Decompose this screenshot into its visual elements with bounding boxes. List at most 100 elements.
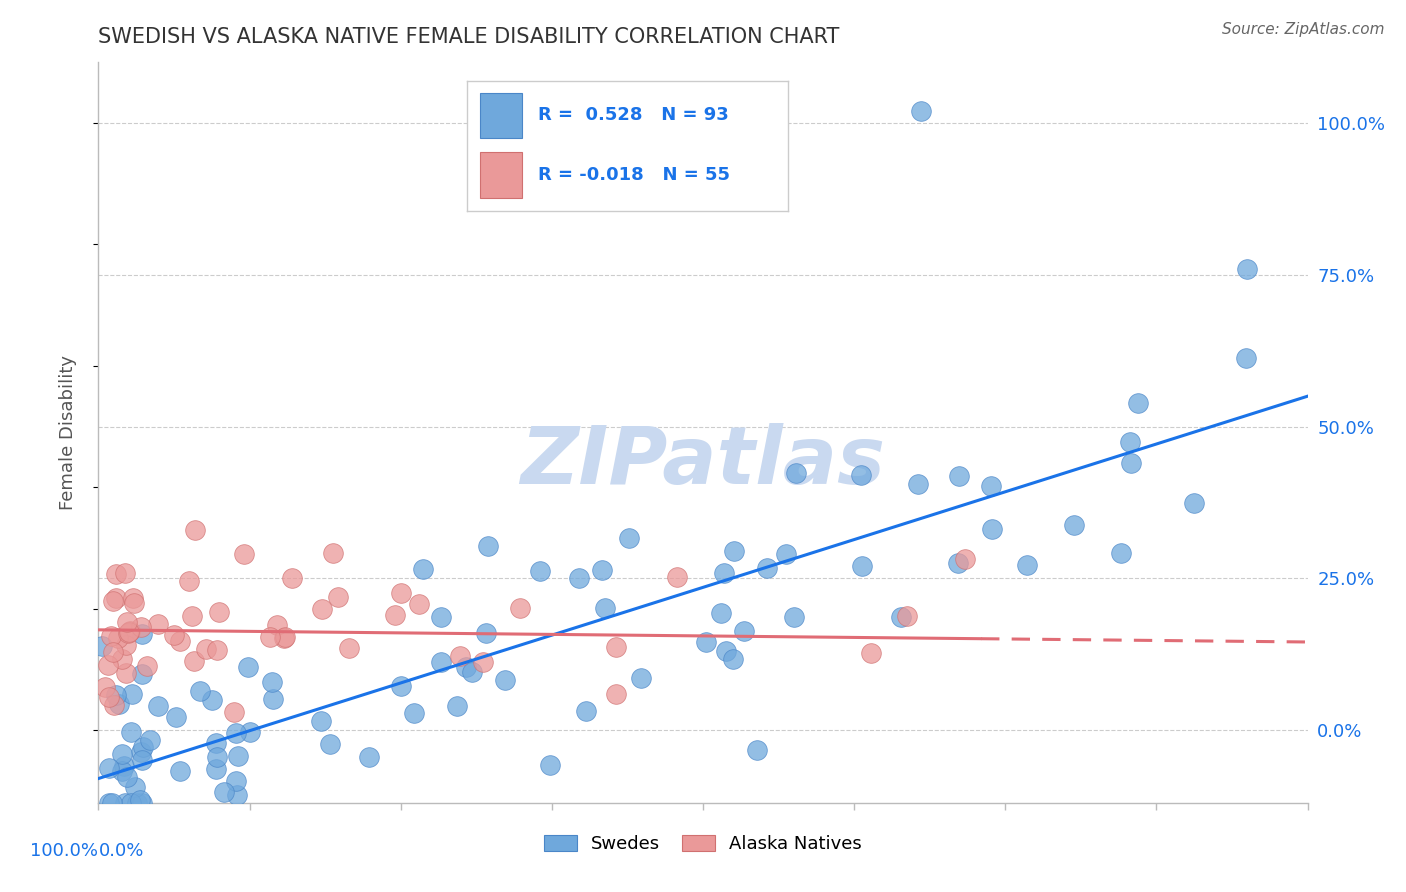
Point bbox=[311, 602, 333, 616]
Point bbox=[139, 732, 162, 747]
Point bbox=[449, 648, 471, 663]
Point bbox=[695, 634, 717, 648]
Point bbox=[214, 785, 236, 799]
Text: SWEDISH VS ALASKA NATIVE FEMALE DISABILITY CORRELATION CHART: SWEDISH VS ALASKA NATIVE FEMALE DISABILI… bbox=[98, 27, 839, 47]
Point bbox=[755, 561, 778, 575]
Point bbox=[665, 570, 688, 584]
Point bbox=[98, 762, 121, 776]
Point bbox=[359, 750, 381, 764]
Point bbox=[117, 625, 139, 640]
Point bbox=[1234, 351, 1257, 365]
Point bbox=[953, 552, 976, 566]
Point bbox=[402, 706, 425, 721]
Point bbox=[709, 606, 731, 620]
Point bbox=[132, 739, 155, 754]
Point bbox=[630, 671, 652, 685]
Point bbox=[723, 543, 745, 558]
Point bbox=[131, 667, 153, 681]
Point bbox=[1109, 546, 1132, 560]
Point bbox=[461, 665, 484, 679]
Point bbox=[477, 539, 499, 553]
Point bbox=[115, 615, 138, 630]
Point bbox=[107, 632, 129, 646]
Text: ZIPatlas: ZIPatlas bbox=[520, 423, 886, 501]
Point bbox=[226, 748, 249, 763]
Point bbox=[775, 547, 797, 561]
Point bbox=[389, 586, 412, 600]
Point bbox=[326, 591, 349, 605]
Y-axis label: Female Disability: Female Disability bbox=[59, 355, 77, 510]
Point bbox=[494, 673, 516, 688]
Point bbox=[262, 692, 284, 706]
Point bbox=[239, 725, 262, 739]
Point bbox=[111, 747, 134, 761]
Point bbox=[384, 608, 406, 623]
Point bbox=[115, 665, 138, 680]
Point bbox=[226, 788, 249, 802]
Point bbox=[101, 645, 124, 659]
Point bbox=[111, 651, 134, 665]
Point bbox=[851, 558, 873, 573]
Point bbox=[131, 753, 153, 767]
Point bbox=[309, 714, 332, 728]
Point bbox=[120, 796, 142, 810]
Point bbox=[101, 594, 124, 608]
Point bbox=[1236, 261, 1258, 276]
Point bbox=[593, 601, 616, 615]
Point bbox=[238, 660, 260, 674]
Point bbox=[120, 624, 142, 638]
Legend: Swedes, Alaska Natives: Swedes, Alaska Natives bbox=[537, 828, 869, 861]
Point bbox=[605, 640, 627, 654]
Point bbox=[1119, 456, 1142, 470]
Point bbox=[111, 764, 134, 779]
Point bbox=[1017, 558, 1039, 572]
Point bbox=[194, 642, 217, 657]
Point bbox=[430, 656, 453, 670]
Point bbox=[122, 596, 145, 610]
Point bbox=[454, 660, 477, 674]
Point bbox=[568, 571, 591, 585]
Point bbox=[129, 619, 152, 633]
Point bbox=[117, 770, 139, 784]
Point bbox=[575, 704, 598, 718]
Point bbox=[319, 737, 342, 751]
Point bbox=[97, 657, 120, 672]
Point bbox=[131, 627, 153, 641]
Point bbox=[273, 631, 295, 645]
Point bbox=[100, 629, 122, 643]
Point bbox=[98, 796, 121, 810]
Point bbox=[910, 103, 932, 118]
Point bbox=[225, 773, 247, 788]
Point bbox=[131, 796, 153, 810]
Point bbox=[103, 698, 125, 712]
Point bbox=[146, 617, 169, 632]
Point bbox=[322, 545, 344, 559]
Point bbox=[274, 630, 297, 644]
Point bbox=[108, 697, 131, 711]
Point bbox=[337, 641, 360, 656]
Point bbox=[1126, 396, 1149, 410]
Text: Source: ZipAtlas.com: Source: ZipAtlas.com bbox=[1222, 22, 1385, 37]
Point bbox=[260, 675, 283, 690]
Point bbox=[177, 574, 200, 588]
Point bbox=[120, 724, 142, 739]
Point bbox=[225, 725, 247, 739]
Point bbox=[204, 736, 226, 750]
Point bbox=[745, 743, 768, 757]
Point bbox=[591, 563, 613, 577]
Point bbox=[446, 699, 468, 714]
Point bbox=[222, 705, 245, 719]
Point bbox=[112, 759, 135, 773]
Point bbox=[208, 605, 231, 619]
Point bbox=[180, 609, 202, 624]
Point bbox=[1119, 435, 1142, 450]
Point bbox=[890, 609, 912, 624]
Point bbox=[733, 624, 755, 639]
Point bbox=[475, 626, 498, 640]
Point bbox=[207, 750, 229, 764]
Point bbox=[529, 564, 551, 578]
Point bbox=[124, 780, 146, 794]
Point bbox=[429, 610, 451, 624]
Point bbox=[114, 566, 136, 581]
Point bbox=[981, 522, 1004, 536]
